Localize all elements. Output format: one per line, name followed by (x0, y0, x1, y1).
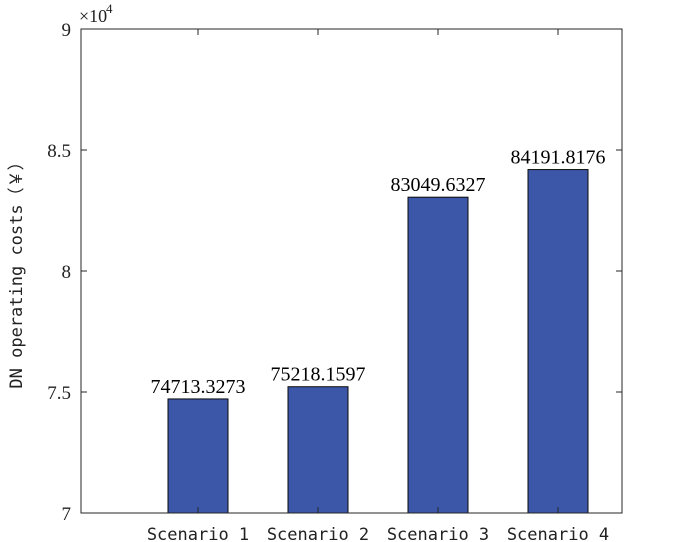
bars-group (167, 169, 589, 514)
data-label-3: 83049.6327 (391, 174, 486, 196)
plot-frame (80, 28, 623, 514)
bar-3 (407, 196, 469, 514)
bar-1 (167, 398, 229, 514)
x-tick-label-2: Scenario 2 (267, 525, 369, 542)
x-tick-label-4: Scenario 4 (507, 525, 609, 542)
y-exponent-label: ×10 (79, 6, 107, 26)
data-label-4: 84191.8176 (511, 147, 606, 169)
y-tick-label-5: 9 (62, 20, 72, 41)
x-ticks-group: Scenario 1 Scenario 2 Scenario 3 Scenario 4 (147, 29, 609, 542)
data-labels-group: 74713.3273 75218.1597 83049.6327 84191.8176 (151, 147, 606, 398)
y-tick-label-3: 8 (62, 262, 72, 283)
data-label-2: 75218.1597 (271, 364, 366, 386)
y-axis-label: DN operating costs（￥） (7, 153, 27, 388)
y-ticks-group: 7 7.5 8 8.5 9 (47, 20, 622, 525)
y-tick-label-2: 7.5 (47, 383, 71, 404)
data-label-1: 74713.3273 (151, 376, 246, 398)
y-tick-label-1: 7 (62, 504, 72, 525)
bar-2 (287, 386, 349, 514)
x-tick-label-3: Scenario 3 (387, 525, 489, 542)
bar-4 (527, 169, 589, 514)
y-tick-label-4: 8.5 (47, 141, 71, 162)
y-exponent-power: 4 (106, 1, 113, 16)
x-tick-label-1: Scenario 1 (147, 525, 249, 542)
